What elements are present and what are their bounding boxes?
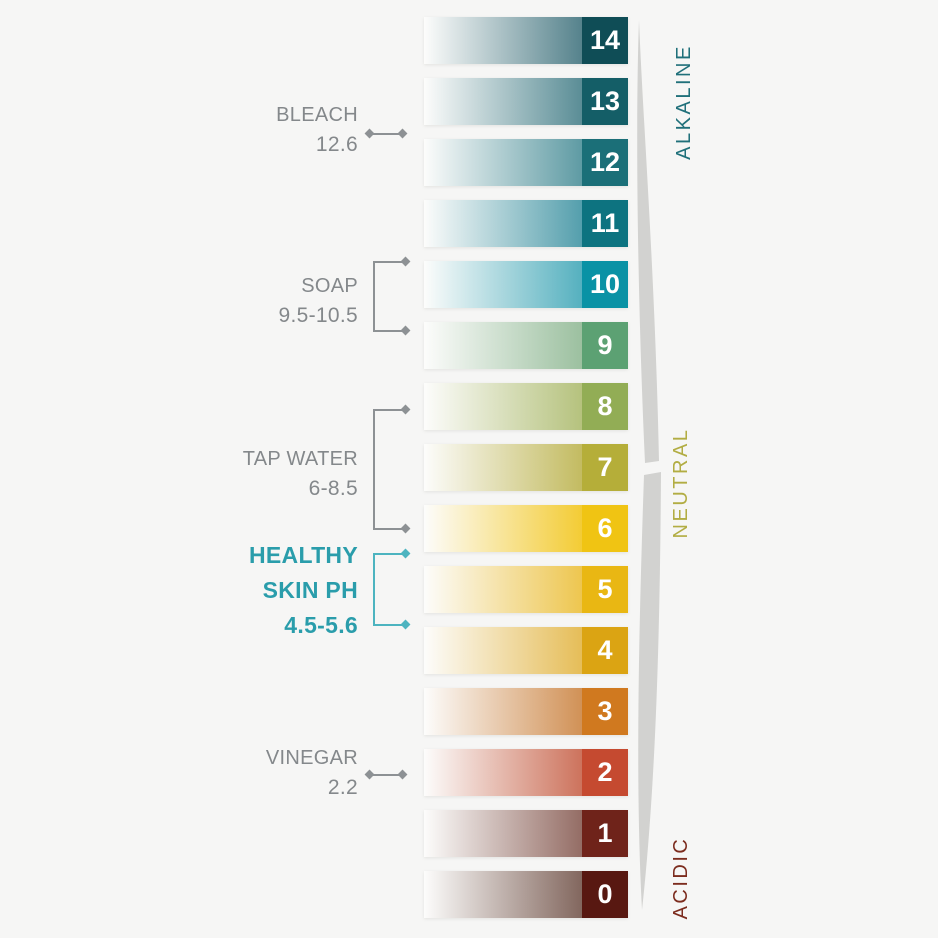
ph-bar-value: 13 (589, 86, 621, 116)
ph-bar-8: 8 (424, 383, 628, 430)
diamond-icon (364, 769, 375, 780)
substance-name: SKIN PH (262, 577, 358, 603)
ph-bar-value: 2 (597, 757, 613, 787)
bracket-arm (375, 619, 411, 630)
ph-bar-11: 11 (424, 200, 628, 247)
ph-bar-cap: 2 (582, 749, 628, 796)
ph-bar-2: 2 (424, 749, 628, 796)
ph-bar-cap: 9 (582, 322, 628, 369)
ph-bar-0: 0 (424, 871, 628, 918)
substance-name: SOAP (301, 275, 358, 297)
annotation-healthy-skin-label: HEALTHY SKIN PH 4.5-5.6 (146, 538, 358, 643)
ph-bar-value: 1 (597, 818, 613, 848)
ph-bar-cap: 12 (582, 139, 628, 186)
ph-bar-value: 9 (597, 330, 613, 360)
ph-bar-cap: 5 (582, 566, 628, 613)
bracket-arm (375, 256, 411, 267)
bracket-arm (375, 523, 411, 534)
vinegar-connector (364, 769, 408, 780)
ph-bar-cap: 1 (582, 810, 628, 857)
ph-bar-cap: 0 (582, 871, 628, 918)
ph-bar-13: 13 (424, 78, 628, 125)
ph-bar-14: 14 (424, 17, 628, 64)
ph-bar-cap: 11 (582, 200, 628, 247)
bracket-arm (375, 325, 411, 336)
ph-bar-value: 7 (597, 452, 613, 482)
healthy-skin-range-bracket (373, 548, 411, 630)
ph-bar-value: 5 (597, 574, 613, 604)
diamond-icon (364, 128, 375, 139)
ph-bar-value: 10 (589, 269, 621, 299)
ph-bar-4: 4 (424, 627, 628, 674)
ph-bar-value: 8 (597, 391, 613, 421)
ph-bar-cap: 14 (582, 17, 628, 64)
ph-bar-value: 14 (589, 25, 621, 55)
diamond-icon (397, 769, 408, 780)
annotation-tap-water-label: TAP WATER 6-8.5 (146, 444, 358, 504)
ph-bar-value: 4 (597, 635, 613, 665)
bracket-arm (375, 404, 411, 415)
ph-bar-10: 10 (424, 261, 628, 308)
ph-bar-value: 0 (597, 879, 613, 909)
ph-bar-cap: 8 (582, 383, 628, 430)
substance-ph-value: 2.2 (327, 776, 358, 799)
bracket-arm (375, 548, 411, 559)
ph-bar-6: 6 (424, 505, 628, 552)
substance-name: VINEGAR (265, 747, 358, 769)
ph-bar-cap: 4 (582, 627, 628, 674)
ph-bar-value: 3 (597, 696, 613, 726)
zone-label-alkaline: ALKALINE (673, 44, 695, 160)
ph-bar-1: 1 (424, 810, 628, 857)
ph-bar-cap: 7 (582, 444, 628, 491)
substance-ph-value: 6-8.5 (308, 477, 358, 500)
ph-bar-3: 3 (424, 688, 628, 735)
annotation-soap-label: SOAP 9.5-10.5 (146, 271, 358, 331)
zone-divider-curve (637, 20, 661, 910)
tap-water-range-bracket (373, 404, 411, 534)
ph-bar-cap: 6 (582, 505, 628, 552)
ph-bar-cap: 10 (582, 261, 628, 308)
connector-line (369, 774, 403, 776)
ph-bar-12: 12 (424, 139, 628, 186)
ph-bar-value: 11 (590, 208, 620, 238)
ph-bar-5: 5 (424, 566, 628, 613)
connector-line (369, 133, 403, 135)
annotation-vinegar-label: VINEGAR 2.2 (146, 743, 358, 803)
soap-range-bracket (373, 256, 411, 336)
zone-label-acidic: ACIDIC (670, 836, 692, 920)
substance-ph-value: 4.5-5.6 (284, 612, 358, 638)
ph-bar-9: 9 (424, 322, 628, 369)
bleach-connector (364, 128, 408, 139)
ph-bar-cap: 13 (582, 78, 628, 125)
diamond-icon (397, 128, 408, 139)
substance-name: TAP WATER (242, 448, 358, 470)
annotation-bleach-label: BLEACH 12.6 (146, 100, 358, 160)
substance-name: BLEACH (276, 104, 358, 126)
ph-bar-cap: 3 (582, 688, 628, 735)
ph-bar-value: 6 (597, 513, 613, 543)
substance-ph-value: 12.6 (315, 133, 358, 156)
substance-name: HEALTHY (248, 542, 358, 568)
substance-ph-value: 9.5-10.5 (278, 304, 358, 327)
ph-bar-7: 7 (424, 444, 628, 491)
zone-label-neutral: NEUTRAL (670, 427, 692, 539)
ph-bar-value: 12 (589, 147, 621, 177)
